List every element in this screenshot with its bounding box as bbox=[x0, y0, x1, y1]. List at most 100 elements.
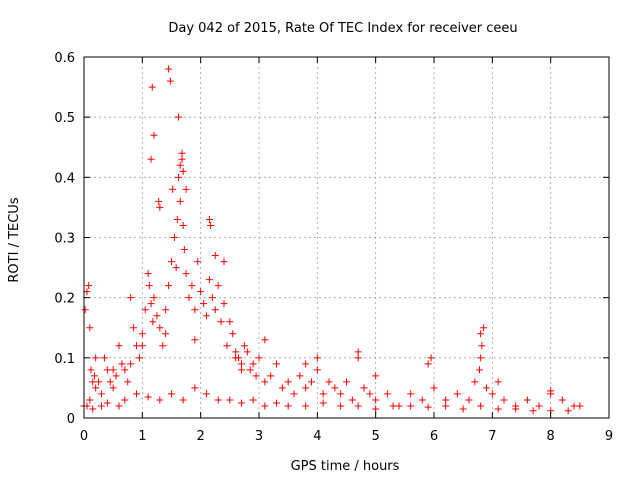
data-point bbox=[249, 396, 257, 404]
data-point bbox=[483, 384, 490, 392]
data-point bbox=[512, 405, 520, 413]
data-point bbox=[185, 294, 193, 302]
data-point bbox=[191, 306, 199, 314]
data-point bbox=[182, 185, 190, 193]
data-point bbox=[87, 366, 95, 374]
data-point bbox=[141, 306, 149, 314]
data-point bbox=[83, 288, 91, 296]
data-point bbox=[261, 402, 269, 410]
data-point bbox=[147, 300, 155, 308]
data-point bbox=[372, 372, 380, 380]
data-point bbox=[103, 366, 111, 374]
data-point bbox=[127, 294, 135, 302]
data-point bbox=[95, 378, 103, 386]
data-point bbox=[273, 399, 280, 407]
chart-title: Day 042 of 2015, Rate Of TEC Index for r… bbox=[168, 21, 517, 36]
data-point bbox=[211, 306, 219, 314]
data-point bbox=[121, 366, 129, 374]
data-point bbox=[175, 173, 182, 181]
y-tick-label: 0 bbox=[67, 412, 75, 427]
data-point bbox=[232, 348, 240, 356]
data-point bbox=[302, 360, 310, 368]
data-point bbox=[145, 282, 153, 290]
data-point bbox=[226, 318, 234, 326]
data-point bbox=[529, 407, 537, 415]
data-point bbox=[238, 360, 245, 368]
data-point bbox=[176, 161, 184, 169]
data-point bbox=[135, 354, 143, 362]
data-point bbox=[523, 396, 531, 404]
x-tick-label: 2 bbox=[197, 429, 205, 444]
data-point bbox=[166, 77, 174, 85]
data-point bbox=[205, 276, 213, 284]
data-point bbox=[243, 348, 251, 356]
data-point bbox=[144, 270, 152, 278]
x-tick-label: 0 bbox=[80, 429, 88, 444]
x-tick-label: 9 bbox=[605, 429, 613, 444]
data-point bbox=[325, 378, 333, 386]
data-point bbox=[172, 264, 180, 272]
data-points bbox=[80, 65, 584, 415]
data-point bbox=[547, 387, 555, 395]
data-point bbox=[331, 384, 339, 392]
data-point bbox=[407, 390, 415, 398]
data-point bbox=[100, 354, 108, 362]
data-point bbox=[223, 342, 231, 350]
data-point bbox=[488, 390, 496, 398]
data-point bbox=[354, 402, 362, 410]
data-point bbox=[138, 330, 146, 338]
data-point bbox=[106, 378, 114, 386]
data-point bbox=[238, 366, 245, 374]
y-axis-label: ROTI / TECUs bbox=[7, 197, 22, 282]
data-point bbox=[165, 65, 173, 73]
y-tick-label: 0.1 bbox=[54, 352, 75, 367]
data-point bbox=[103, 399, 111, 407]
data-point bbox=[86, 324, 94, 332]
data-point bbox=[459, 405, 467, 413]
data-point bbox=[156, 396, 164, 404]
data-point bbox=[162, 306, 170, 314]
data-point bbox=[168, 390, 175, 398]
data-point bbox=[115, 402, 123, 410]
data-point bbox=[424, 360, 432, 368]
data-point bbox=[178, 155, 186, 163]
data-point bbox=[564, 407, 572, 415]
data-point bbox=[477, 330, 485, 338]
data-point bbox=[442, 402, 450, 410]
data-point bbox=[229, 330, 237, 338]
data-point bbox=[121, 396, 129, 404]
data-point bbox=[149, 318, 157, 326]
data-point bbox=[200, 300, 208, 308]
data-point bbox=[313, 354, 321, 362]
data-point bbox=[302, 384, 310, 392]
data-point bbox=[389, 402, 397, 410]
y-tick-label: 0.6 bbox=[54, 51, 75, 66]
data-point bbox=[418, 396, 426, 404]
data-point bbox=[124, 378, 132, 386]
data-point bbox=[453, 390, 461, 398]
data-point bbox=[182, 270, 190, 278]
x-tick-label: 6 bbox=[430, 429, 438, 444]
data-point bbox=[494, 405, 502, 413]
data-point bbox=[302, 402, 310, 410]
data-point bbox=[558, 396, 566, 404]
data-point bbox=[348, 396, 356, 404]
data-point bbox=[337, 390, 345, 398]
data-point bbox=[278, 384, 286, 392]
data-point bbox=[337, 402, 345, 410]
x-tick-label: 3 bbox=[255, 429, 263, 444]
data-point bbox=[205, 215, 213, 223]
data-point bbox=[220, 258, 228, 266]
data-point bbox=[109, 384, 117, 392]
data-point bbox=[296, 372, 304, 380]
data-point bbox=[343, 378, 350, 386]
data-point bbox=[155, 197, 163, 205]
data-point bbox=[153, 312, 161, 320]
data-point bbox=[246, 366, 254, 374]
data-point bbox=[308, 378, 315, 386]
data-point bbox=[91, 372, 98, 380]
data-point bbox=[109, 366, 117, 374]
data-point bbox=[150, 294, 158, 302]
x-tick-label: 1 bbox=[138, 429, 146, 444]
data-point bbox=[179, 221, 187, 229]
